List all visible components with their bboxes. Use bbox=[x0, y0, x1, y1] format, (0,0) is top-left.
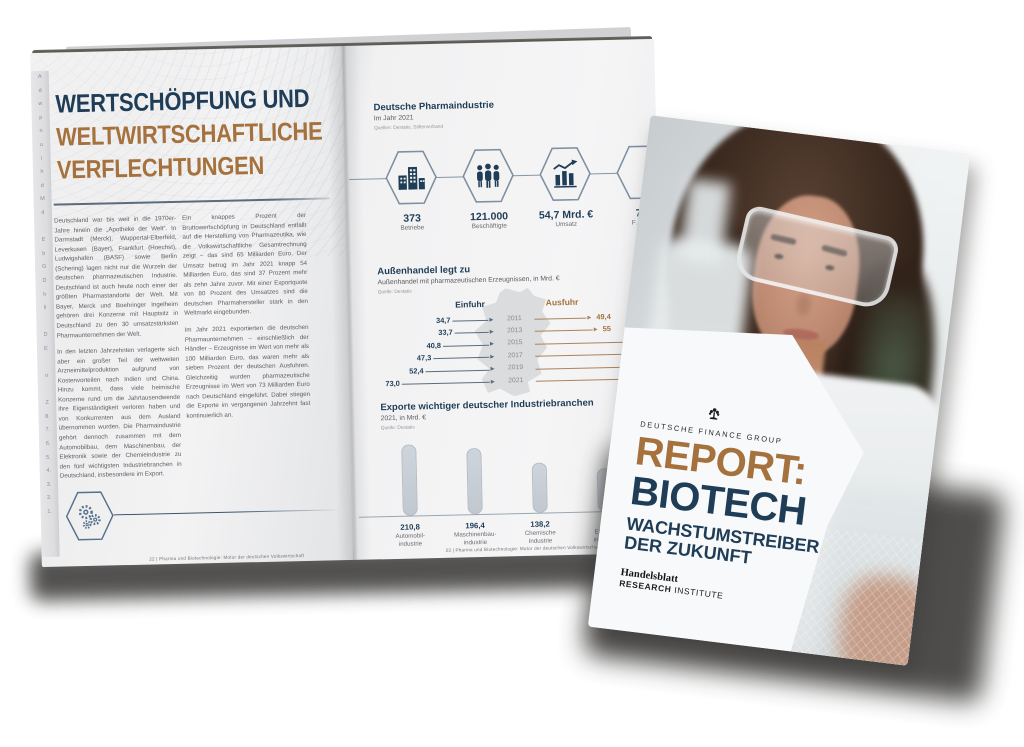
ausfuhr-line bbox=[534, 329, 593, 333]
arrow-right-icon bbox=[587, 315, 592, 320]
stat-hexagon-beschaeftigte bbox=[460, 146, 515, 205]
bar-value: 196,4 bbox=[465, 520, 485, 531]
stat-label: Beschäftigte bbox=[471, 222, 507, 231]
stat-label: Betriebe bbox=[400, 224, 425, 232]
headline-rule bbox=[53, 197, 330, 206]
headline-line-3: VERFLECHTUNGEN bbox=[56, 151, 265, 185]
people-icon bbox=[477, 163, 500, 188]
bar-value: 210,8 bbox=[400, 522, 420, 532]
bar-value: 138,2 bbox=[530, 519, 550, 529]
einfuhr-value: 40,8 bbox=[426, 340, 442, 351]
ausfuhr-line bbox=[534, 317, 587, 320]
stat-hexagon-row bbox=[345, 143, 666, 210]
arrow-right-icon bbox=[593, 327, 598, 332]
bar-label-line: Industrie bbox=[528, 537, 553, 546]
einfuhr-line bbox=[433, 356, 490, 360]
einfuhr-header: Einfuhr bbox=[455, 298, 486, 310]
paragraph: In den letzten Jahrzehnten verlagerte si… bbox=[56, 345, 182, 480]
bar-label: Automobil-industrie bbox=[375, 532, 445, 550]
year-label: 2021 bbox=[508, 376, 524, 384]
factory-icon bbox=[398, 166, 425, 190]
einfuhr-line bbox=[442, 344, 490, 347]
export-chart-source: Quelle: Destatis bbox=[380, 425, 415, 432]
cover-title-panel: DEUTSCHE FINANCE GROUP REPORT: BIOTECH W… bbox=[588, 115, 970, 665]
arrow-right-icon bbox=[490, 366, 495, 371]
right-page: Deutsche Pharmaindustrie Im Jahr 2021 Qu… bbox=[342, 38, 666, 560]
gears-icon bbox=[78, 505, 101, 529]
arrow-right-icon bbox=[490, 379, 495, 384]
einfuhr-value: 52,4 bbox=[409, 365, 424, 376]
year-label: 2019 bbox=[507, 364, 524, 372]
ausfuhr-value: 49,4 bbox=[596, 312, 611, 322]
year-label: 2011 bbox=[507, 314, 522, 322]
year-label: 2017 bbox=[507, 351, 523, 360]
export-chart-header: Exporte wichtiger deutscher Industriebra… bbox=[380, 397, 651, 432]
infographic-header: Deutsche Pharmaindustrie Im Jahr 2021 Qu… bbox=[373, 98, 614, 132]
arrow-right-icon bbox=[489, 329, 494, 334]
stat-label: Umsatz bbox=[555, 220, 578, 229]
ausfuhr-value: 55 bbox=[602, 324, 611, 334]
body-column-2: Ein knappes Prozent der Bruttowertschöpf… bbox=[182, 211, 311, 428]
bar-label-line: industrie bbox=[398, 540, 423, 548]
left-page: A d w p n u i h d M d E b G D h li D E o… bbox=[30, 46, 354, 568]
einfuhr-value: 33,7 bbox=[438, 328, 453, 338]
bar-label-line: industrie bbox=[463, 538, 488, 547]
decoration-line bbox=[113, 509, 342, 516]
open-report-spread: A d w p n u i h d M d E b G D h li D E o… bbox=[30, 27, 666, 568]
einfuhr-line bbox=[425, 369, 490, 372]
year-label: 2013 bbox=[507, 327, 523, 335]
bar-maschinenbau bbox=[466, 448, 483, 515]
left-page-footer: 22 | Pharma und Biotechnologie: Motor de… bbox=[149, 553, 305, 562]
trade-chart-rows: 34,7 2011 49,4 33,7 2013 55 bbox=[348, 311, 662, 398]
bar-label: Maschinenbau-industrie bbox=[440, 530, 510, 548]
bar-label-line: Chemische bbox=[524, 529, 556, 538]
einfuhr-line bbox=[452, 319, 489, 322]
paragraph: Ein knappes Prozent der Bruttowertschöpf… bbox=[181, 211, 309, 318]
report-cover: DEUTSCHE FINANCE GROUP REPORT: BIOTECH W… bbox=[587, 115, 971, 666]
publisher-logo: Handelsblatt RESEARCH INSTITUTE bbox=[619, 567, 726, 601]
germany-map-silhouette bbox=[474, 287, 551, 397]
arrow-right-icon bbox=[489, 342, 495, 347]
bar-label: Chemische Industrie bbox=[505, 529, 575, 547]
einfuhr-value: 34,7 bbox=[435, 315, 451, 326]
page-title: WERTSCHÖPFUNG UND WELTWIRTSCHAFTLICHE VE… bbox=[55, 83, 324, 188]
paragraph: Im Jahr 2021 exportierten die deutschen … bbox=[184, 323, 311, 420]
bar-label-line: Automobil- bbox=[395, 532, 426, 540]
tree-logo-icon bbox=[705, 405, 722, 422]
hexagon-outline-icon bbox=[65, 491, 114, 541]
bar-chemie bbox=[531, 462, 548, 513]
ausfuhr-header: Ausfuhr bbox=[545, 296, 579, 308]
arrow-right-icon bbox=[489, 317, 494, 322]
arrow-right-icon bbox=[490, 354, 495, 359]
bar-label-line: Maschinenbau- bbox=[454, 530, 497, 539]
einfuhr-line bbox=[401, 381, 490, 385]
gears-hexagon-decoration bbox=[64, 489, 115, 542]
body-column-1: Deutschland war bis weit in die 1970er-J… bbox=[54, 214, 182, 488]
paragraph: Deutschland war bis weit in die 1970er-J… bbox=[53, 214, 179, 340]
brand-block: DEUTSCHE FINANCE GROUP bbox=[626, 396, 799, 447]
infographic-source: Quellen: Destatis, Stifterverband bbox=[374, 125, 444, 132]
headline-line-2: WELTWIRTSCHAFTLICHE bbox=[55, 117, 323, 152]
stat-hexagon-umsatz bbox=[537, 144, 592, 203]
einfuhr-value: 73,0 bbox=[385, 378, 400, 389]
einfuhr-line bbox=[454, 332, 489, 334]
stat-hexagon-betriebe bbox=[384, 148, 439, 207]
chart-growth-icon bbox=[553, 159, 578, 188]
year-label: 2015 bbox=[507, 339, 523, 347]
einfuhr-value: 47,3 bbox=[416, 353, 432, 363]
bar-automobil bbox=[401, 444, 418, 516]
